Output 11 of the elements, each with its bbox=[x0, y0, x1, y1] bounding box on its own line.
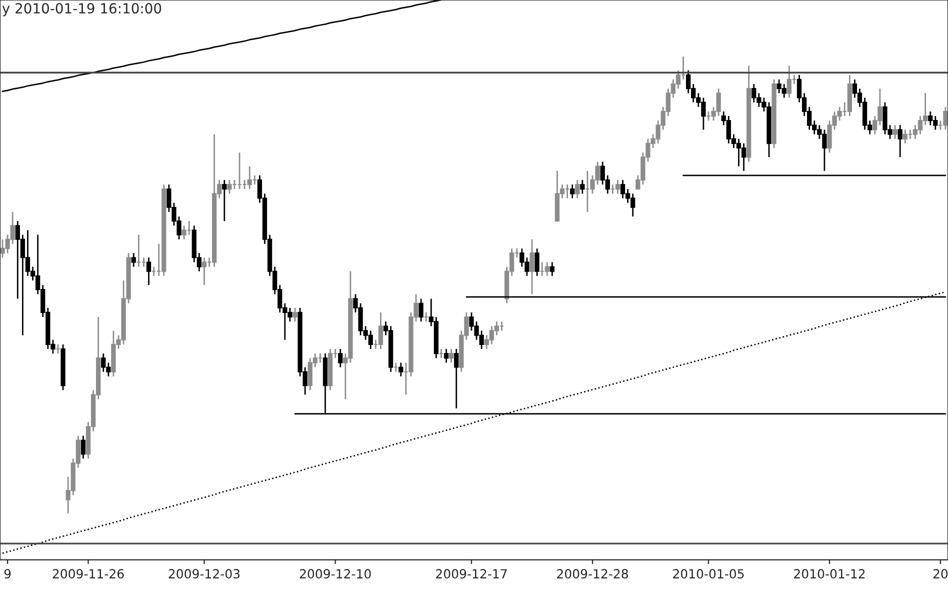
candlestick bbox=[892, 124, 898, 140]
chart-title: y 2010-01-19 16:10:00 bbox=[2, 3, 162, 16]
x-tick-label: 2009-12-10 bbox=[300, 569, 371, 578]
x-tick-label: 2009-11-26 bbox=[52, 569, 124, 578]
x-tick-label: 2009-12-03 bbox=[168, 569, 240, 578]
x-tick-label: 9 bbox=[4, 569, 11, 578]
x-tick-label: 2009-12-17 bbox=[436, 569, 507, 578]
x-tick-label: 2010-01-12 bbox=[794, 569, 865, 578]
x-tick-label: 20 bbox=[933, 569, 948, 578]
x-tick-label: 2009-12-28 bbox=[557, 569, 628, 578]
x-tick-label: 2010-01-05 bbox=[673, 569, 744, 578]
